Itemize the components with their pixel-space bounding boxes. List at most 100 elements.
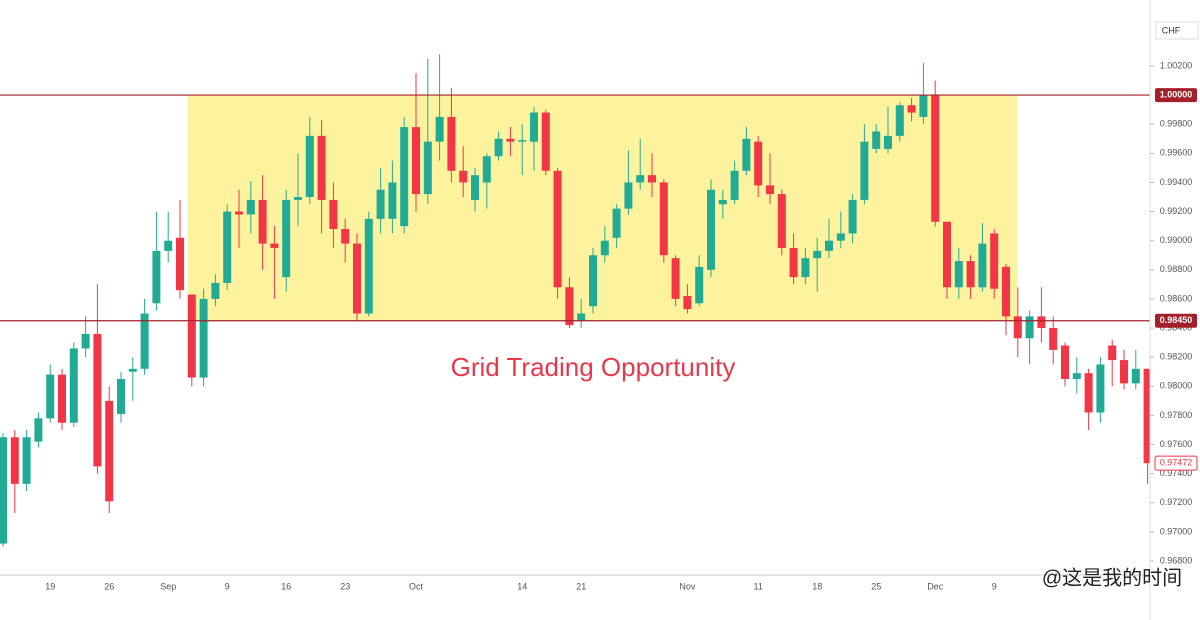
candle-body	[435, 116, 444, 142]
candle-body	[305, 135, 314, 198]
candle-body	[718, 199, 727, 205]
candle-body	[1072, 373, 1081, 380]
candle-body	[34, 418, 43, 442]
candle-body	[954, 261, 963, 288]
x-tick-label: Sep	[160, 581, 176, 591]
currency-label: CHF	[1162, 25, 1181, 35]
candle-body	[884, 135, 892, 149]
candle-body	[943, 221, 951, 288]
y-tick-label: 0.98600	[1160, 293, 1193, 303]
candle-body	[140, 313, 149, 369]
y-tick-label: 0.97400	[1160, 468, 1193, 478]
candle-body	[494, 138, 503, 157]
candle-body	[624, 182, 633, 209]
x-tick-label: Oct	[409, 581, 424, 591]
candle-body	[553, 170, 562, 288]
candle-body	[22, 437, 31, 484]
candle-body	[636, 175, 645, 183]
candle-body	[1037, 316, 1046, 329]
candle-body	[825, 240, 833, 251]
candle-body	[895, 105, 904, 136]
candle-body	[69, 348, 78, 423]
candle-body	[93, 333, 102, 467]
candle-body	[589, 255, 597, 307]
candle-body	[612, 208, 621, 238]
y-tick-label: 1.00200	[1160, 60, 1193, 70]
y-tick-label: 0.97000	[1160, 526, 1193, 536]
candle-body	[565, 287, 574, 326]
y-tick-label: 0.98800	[1160, 264, 1193, 274]
candle-body	[117, 379, 125, 414]
candle-body	[1143, 368, 1152, 464]
candle-body	[541, 112, 550, 171]
x-tick-label: 11	[754, 581, 763, 591]
candle-body	[294, 197, 302, 200]
candle-body	[412, 127, 420, 195]
x-tick-label: Dec	[927, 581, 944, 591]
last-price-marker	[1154, 455, 1198, 471]
candle-body	[848, 199, 857, 234]
candle-body	[860, 141, 869, 200]
candle-body	[648, 175, 656, 183]
candle-body	[105, 400, 114, 502]
candle-body	[931, 95, 940, 222]
x-tick-label: 14	[517, 581, 527, 591]
candle-body	[1013, 316, 1022, 339]
candle-body	[223, 211, 232, 283]
candle-body	[1002, 266, 1010, 317]
candle-body	[423, 141, 432, 195]
candle-body	[211, 282, 220, 299]
candle-body	[270, 243, 279, 248]
y-tick-label: 0.97600	[1160, 439, 1193, 449]
x-tick-label: 9	[225, 581, 230, 591]
candle-body	[777, 194, 786, 248]
y-tick-label: 0.99200	[1160, 206, 1193, 216]
candle-body	[81, 333, 90, 349]
candle-body	[801, 258, 810, 278]
candle-body	[459, 170, 468, 183]
candle-body	[1061, 345, 1069, 380]
candle-body	[176, 237, 184, 291]
candle-body	[164, 240, 173, 251]
candle-body	[530, 112, 538, 142]
candle-body	[1131, 368, 1140, 384]
candle-body	[1108, 345, 1117, 361]
y-tick-label: 0.97800	[1160, 410, 1193, 420]
y-tick-label: 0.98200	[1160, 352, 1193, 362]
annotation: Grid Trading Opportunity	[451, 352, 736, 382]
candle-body	[742, 138, 751, 171]
candle-body	[58, 374, 66, 423]
candle-body	[1025, 316, 1034, 339]
y-tick-label: 0.96800	[1160, 555, 1193, 565]
candle-body	[235, 211, 243, 215]
candle-body	[246, 199, 255, 215]
candle-body	[600, 240, 609, 256]
candle-body	[0, 437, 7, 544]
watermark: @这是我的时间	[1042, 566, 1182, 589]
candle-body	[872, 131, 881, 149]
y-tick-label: 0.99800	[1160, 119, 1193, 129]
x-tick-label: 16	[281, 581, 291, 591]
candle-body	[506, 138, 515, 142]
candle-body	[1049, 328, 1058, 350]
candle-body	[282, 199, 291, 278]
x-tick-label: 23	[340, 581, 350, 591]
candle-body	[1096, 364, 1105, 413]
candle-body	[46, 374, 55, 419]
candle-body	[730, 170, 739, 200]
candle-body	[187, 294, 196, 378]
candle-body	[388, 182, 397, 219]
x-tick-label: 9	[992, 581, 997, 591]
x-tick-label: 25	[871, 581, 881, 591]
candle-body	[199, 298, 208, 378]
candle-body	[754, 141, 763, 186]
y-tick-label: 0.97200	[1160, 497, 1193, 507]
x-tick-label: 21	[576, 581, 586, 591]
candle-body	[683, 296, 692, 310]
level-marker	[1155, 88, 1197, 103]
x-tick-label: Nov	[679, 581, 696, 591]
candle-body	[471, 175, 479, 200]
candle-body	[400, 127, 409, 227]
candle-body	[329, 199, 338, 230]
y-tick-label: 0.99000	[1160, 235, 1193, 245]
